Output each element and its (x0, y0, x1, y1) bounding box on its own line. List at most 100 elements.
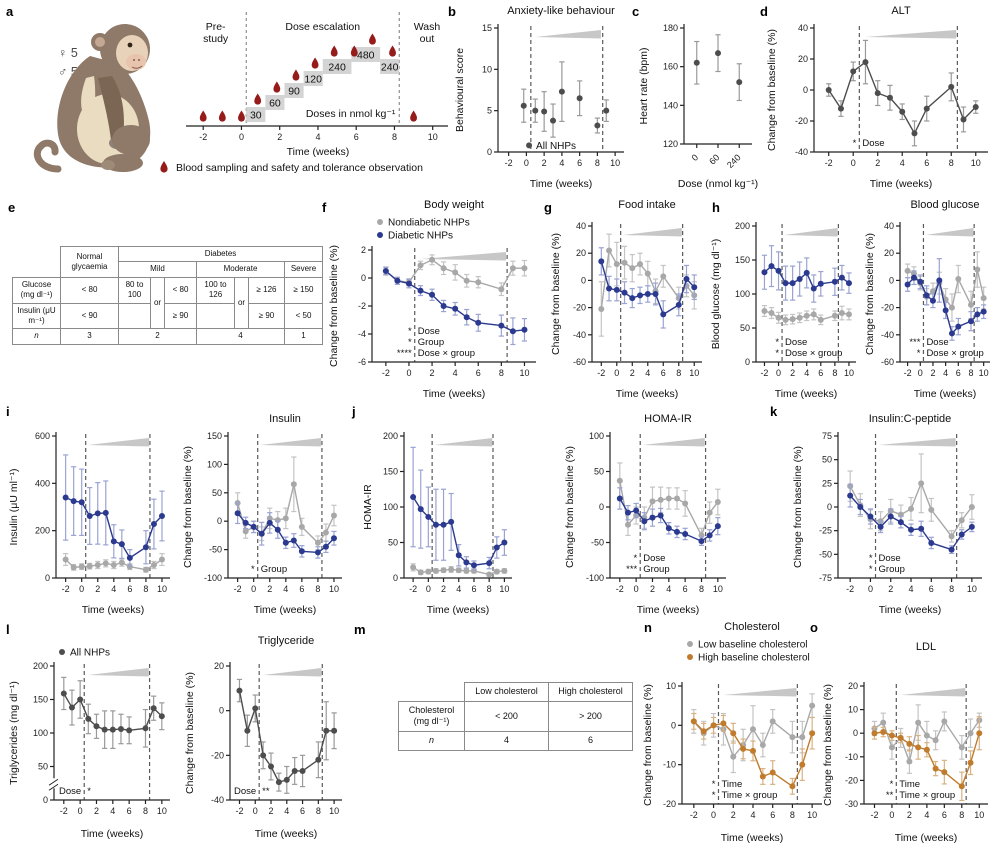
cell-glucose-mild-b: < 80 (164, 276, 197, 304)
svg-text:2: 2 (907, 810, 912, 820)
svg-text:40: 40 (798, 23, 808, 33)
svg-text:-75: -75 (819, 573, 832, 583)
svg-text:Dose: Dose (879, 553, 901, 564)
svg-text:****: **** (397, 348, 412, 359)
svg-text:6: 6 (476, 368, 481, 378)
svg-text:0: 0 (889, 275, 894, 285)
row-header-cholesterol: Cholesterol (mg dl⁻¹) (398, 700, 465, 733)
svg-text:Change from baseline (%): Change from baseline (%) (550, 233, 562, 355)
svg-text:-10: -10 (663, 760, 676, 770)
svg-text:*: * (634, 553, 638, 564)
svg-text:10: 10 (971, 158, 981, 168)
svg-text:200: 200 (33, 661, 48, 671)
svg-text:10: 10 (713, 584, 723, 594)
heart-rate-chart: 120 140 160 180 0 60 240 Dose (nmol kg⁻¹) Heart … (636, 2, 758, 197)
svg-text:10: 10 (157, 584, 167, 594)
svg-text:8: 8 (143, 806, 148, 816)
col-header-high-cholesterol: High cholesterol (548, 682, 633, 702)
svg-text:2: 2 (95, 584, 100, 594)
svg-text:8: 8 (959, 810, 964, 820)
svg-text:0: 0 (45, 573, 50, 583)
svg-text:8: 8 (487, 584, 492, 594)
panel-label-g: g (544, 200, 552, 215)
svg-text:0: 0 (671, 720, 676, 730)
svg-text:-2: -2 (60, 806, 68, 816)
corner-cell (399, 683, 465, 702)
svg-text:-20: -20 (663, 799, 676, 809)
svg-text:6: 6 (127, 806, 132, 816)
svg-text:8: 8 (949, 584, 954, 594)
svg-text:Time (weeks): Time (weeks) (775, 388, 838, 400)
svg-text:Cholesterol: Cholesterol (724, 621, 780, 633)
svg-text:0: 0 (524, 158, 529, 168)
svg-text:0: 0 (745, 357, 750, 367)
svg-text:Triglyceride: Triglyceride (258, 635, 314, 647)
homa-ir-change-chart: -100 -50 0 50 100 -2 0 2 4 6 8 10 HOMA-IR * Dose *** Gro… (562, 410, 734, 623)
svg-text:Time × group: Time × group (899, 790, 955, 801)
cell-cholesterol-low: < 200 (464, 700, 549, 733)
svg-text:10: 10 (157, 806, 167, 816)
svg-text:Time (weeks): Time (weeks) (287, 146, 350, 158)
svg-text:Time (weeks): Time (weeks) (82, 604, 145, 616)
svg-text:Time × group: Time × group (721, 790, 777, 801)
svg-text:6: 6 (956, 368, 961, 378)
svg-text:Dose escalation: Dose escalation (285, 21, 360, 33)
svg-text:0: 0 (634, 584, 639, 594)
svg-text:20: 20 (798, 54, 808, 64)
svg-text:10: 10 (610, 158, 620, 168)
svg-text:4: 4 (924, 810, 929, 820)
svg-text:4: 4 (645, 368, 650, 378)
svg-text:2: 2 (875, 158, 880, 168)
svg-text:10: 10 (689, 368, 699, 378)
corner-cell (13, 247, 61, 278)
glycaemia-classification-table: Normal glycaemia Diabetes Mild Moderate … (12, 245, 323, 345)
svg-text:0: 0 (426, 584, 431, 594)
svg-text:-4: -4 (358, 329, 366, 339)
svg-text:6: 6 (929, 584, 934, 594)
svg-text:Group: Group (418, 337, 444, 348)
svg-text:4: 4 (900, 158, 905, 168)
svg-text:0: 0 (614, 368, 619, 378)
svg-text:2: 2 (930, 368, 935, 378)
cell-insulin-moderate-a (196, 302, 235, 330)
blood-glucose-change-chart: -60 -40 -20 0 20 40 -2 0 2 4 6 8 10 Blood glucose *** D… (862, 196, 996, 407)
svg-text:Body weight: Body weight (424, 199, 484, 211)
svg-text:-2: -2 (235, 806, 243, 816)
svg-text:8: 8 (676, 368, 681, 378)
svg-text:Change from baseline (%): Change from baseline (%) (328, 245, 340, 367)
svg-text:-20: -20 (881, 303, 894, 313)
svg-text:60: 60 (707, 152, 721, 166)
svg-text:5: 5 (487, 106, 492, 116)
svg-text:-2: -2 (409, 584, 417, 594)
svg-text:4: 4 (110, 806, 115, 816)
svg-text:10: 10 (329, 584, 339, 594)
svg-text:Change from baseline (%): Change from baseline (%) (182, 446, 194, 568)
svg-text:Time: Time (721, 779, 742, 790)
svg-text:100: 100 (589, 431, 604, 441)
svg-text:0: 0 (361, 273, 366, 283)
svg-text:Triglycerides (mg dl⁻¹): Triglycerides (mg dl⁻¹) (8, 681, 20, 785)
insulin-change-chart: -100 -50 0 50 100 150 -2 0 2 4 6 8 10 Insulin * Group Ti… (180, 410, 350, 623)
blood-sampling-legend-text: Blood sampling and safety and tolerance … (176, 161, 423, 174)
svg-text:Time (weeks): Time (weeks) (870, 178, 933, 190)
svg-text:8: 8 (790, 810, 795, 820)
cell-insulin-mild-a (118, 302, 151, 330)
svg-text:All NHPs: All NHPs (70, 648, 110, 659)
svg-text:2: 2 (542, 158, 547, 168)
svg-text:Dose × group: Dose × group (418, 348, 475, 359)
svg-text:40: 40 (576, 221, 586, 231)
svg-text:6: 6 (299, 584, 304, 594)
svg-text:10: 10 (499, 584, 509, 594)
panel-label-h: h (712, 200, 720, 215)
svg-text:-2: -2 (62, 584, 70, 594)
svg-text:2: 2 (888, 584, 893, 594)
svg-text:140: 140 (663, 100, 678, 110)
svg-text:Change from baseline (%): Change from baseline (%) (766, 29, 778, 151)
svg-text:6: 6 (354, 132, 359, 142)
panel-label-f: f (322, 200, 327, 215)
svg-text:50: 50 (212, 488, 222, 498)
col-header-low-cholesterol: Low cholesterol (464, 682, 549, 702)
svg-text:120: 120 (304, 74, 322, 86)
svg-text:60: 60 (269, 98, 281, 110)
svg-text:8: 8 (699, 584, 704, 594)
